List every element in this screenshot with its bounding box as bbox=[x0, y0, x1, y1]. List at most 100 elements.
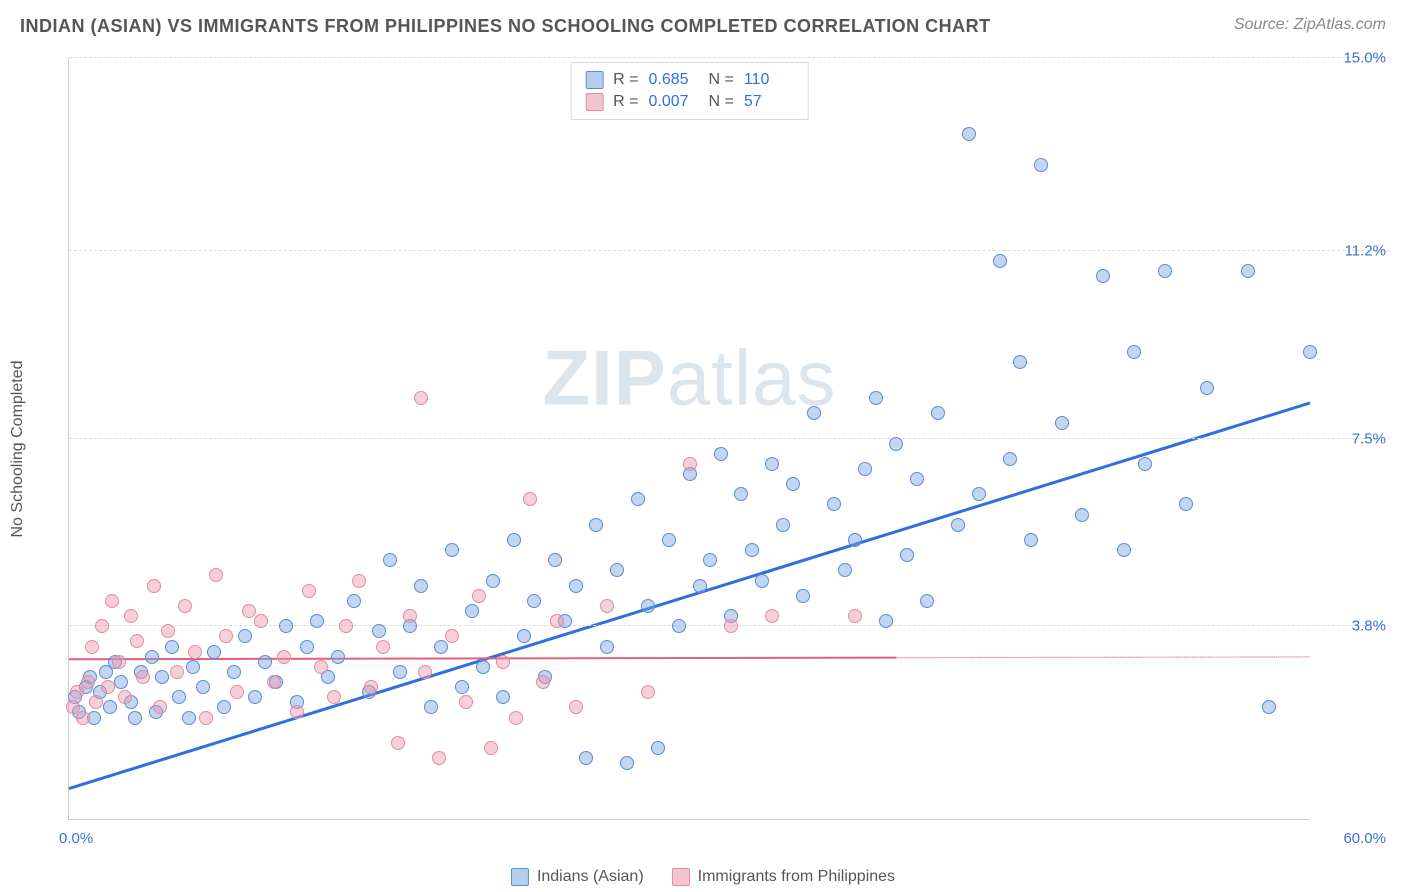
data-point bbox=[101, 680, 115, 694]
data-point bbox=[103, 700, 117, 714]
data-point bbox=[1241, 264, 1255, 278]
data-point bbox=[858, 462, 872, 476]
data-point bbox=[484, 741, 498, 755]
data-point bbox=[112, 655, 126, 669]
data-point bbox=[290, 705, 304, 719]
data-point bbox=[188, 645, 202, 659]
data-point bbox=[230, 685, 244, 699]
data-point bbox=[1003, 452, 1017, 466]
data-point bbox=[1013, 355, 1027, 369]
data-point bbox=[118, 690, 132, 704]
data-point bbox=[724, 619, 738, 633]
n-value-s1: 110 bbox=[744, 71, 794, 89]
data-point bbox=[993, 254, 1007, 268]
data-point bbox=[662, 533, 676, 547]
y-tick: 11.2% bbox=[1326, 242, 1386, 259]
data-point bbox=[1262, 700, 1276, 714]
r-label: R = bbox=[613, 93, 638, 111]
data-point bbox=[1117, 543, 1131, 557]
legend-row-s2: R = 0.007 N = 57 bbox=[585, 91, 794, 113]
data-point bbox=[383, 553, 397, 567]
data-point bbox=[517, 629, 531, 643]
data-point bbox=[391, 736, 405, 750]
data-point bbox=[509, 711, 523, 725]
data-point bbox=[376, 640, 390, 654]
legend-item-s1: Indians (Asian) bbox=[511, 868, 644, 886]
data-point bbox=[165, 640, 179, 654]
data-point bbox=[254, 614, 268, 628]
data-point bbox=[600, 640, 614, 654]
data-point bbox=[755, 574, 769, 588]
data-point bbox=[631, 492, 645, 506]
data-point bbox=[796, 589, 810, 603]
source-label: Source: bbox=[1234, 16, 1289, 33]
data-point bbox=[1034, 158, 1048, 172]
data-point bbox=[827, 497, 841, 511]
data-point bbox=[258, 655, 272, 669]
data-point bbox=[314, 660, 328, 674]
data-point bbox=[1127, 345, 1141, 359]
data-point bbox=[347, 594, 361, 608]
data-point bbox=[364, 680, 378, 694]
data-point bbox=[589, 518, 603, 532]
correlation-legend: R = 0.685 N = 110 R = 0.007 N = 57 bbox=[570, 62, 809, 120]
legend-item-s2: Immigrants from Philippines bbox=[672, 868, 895, 886]
legend-row-s1: R = 0.685 N = 110 bbox=[585, 69, 794, 91]
data-point bbox=[114, 675, 128, 689]
trend-lines bbox=[69, 58, 1310, 819]
data-point bbox=[548, 553, 562, 567]
r-value-s2: 0.007 bbox=[649, 93, 699, 111]
data-point bbox=[848, 533, 862, 547]
data-point bbox=[153, 700, 167, 714]
data-point bbox=[128, 711, 142, 725]
data-point bbox=[455, 680, 469, 694]
data-point bbox=[931, 406, 945, 420]
swatch-s1 bbox=[511, 868, 529, 886]
plot-area: ZIPatlas R = 0.685 N = 110 R = 0.007 N =… bbox=[68, 58, 1310, 820]
data-point bbox=[1200, 381, 1214, 395]
data-point bbox=[327, 690, 341, 704]
data-point bbox=[227, 665, 241, 679]
data-point bbox=[848, 609, 862, 623]
data-point bbox=[672, 619, 686, 633]
data-point bbox=[199, 711, 213, 725]
data-point bbox=[331, 650, 345, 664]
data-point bbox=[1024, 533, 1038, 547]
data-point bbox=[172, 690, 186, 704]
data-point bbox=[972, 487, 986, 501]
data-point bbox=[277, 650, 291, 664]
data-point bbox=[569, 700, 583, 714]
series-legend: Indians (Asian) Immigrants from Philippi… bbox=[511, 868, 895, 886]
data-point bbox=[536, 675, 550, 689]
data-point bbox=[472, 589, 486, 603]
y-tick: 15.0% bbox=[1326, 50, 1386, 67]
data-point bbox=[527, 594, 541, 608]
data-point bbox=[920, 594, 934, 608]
x-tick-min: 0.0% bbox=[59, 830, 93, 847]
data-point bbox=[89, 695, 103, 709]
data-point bbox=[279, 619, 293, 633]
data-point bbox=[217, 700, 231, 714]
data-point bbox=[476, 660, 490, 674]
data-point bbox=[95, 619, 109, 633]
data-point bbox=[85, 640, 99, 654]
data-point bbox=[1055, 416, 1069, 430]
data-point bbox=[900, 548, 914, 562]
data-point bbox=[352, 574, 366, 588]
data-point bbox=[507, 533, 521, 547]
data-point bbox=[579, 751, 593, 765]
data-point bbox=[641, 685, 655, 699]
data-point bbox=[403, 609, 417, 623]
chart-title: INDIAN (ASIAN) VS IMMIGRANTS FROM PHILIP… bbox=[20, 16, 991, 37]
data-point bbox=[869, 391, 883, 405]
data-point bbox=[445, 543, 459, 557]
data-point bbox=[219, 629, 233, 643]
data-point bbox=[339, 619, 353, 633]
data-point bbox=[414, 579, 428, 593]
data-point bbox=[459, 695, 473, 709]
data-point bbox=[393, 665, 407, 679]
data-point bbox=[209, 568, 223, 582]
data-point bbox=[161, 624, 175, 638]
data-point bbox=[641, 599, 655, 613]
data-point bbox=[130, 634, 144, 648]
